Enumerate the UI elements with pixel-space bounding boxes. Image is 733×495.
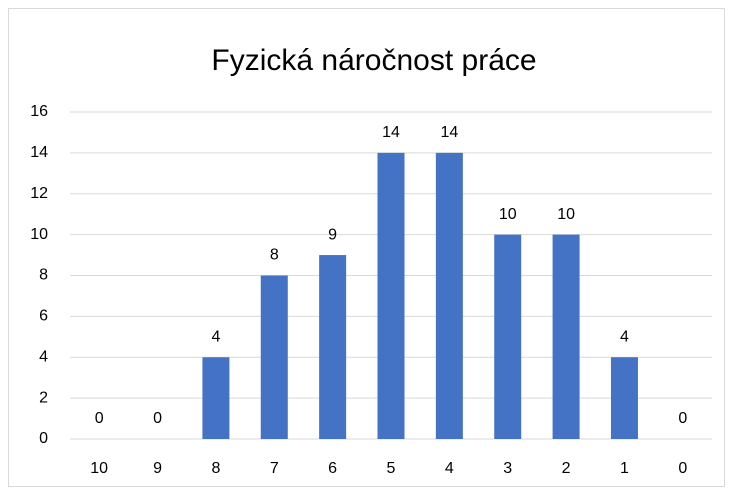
x-tick-label: 8 <box>211 460 220 477</box>
y-tick-label: 12 <box>30 185 48 202</box>
y-tick-label: 16 <box>30 103 48 120</box>
x-tick-label: 0 <box>678 460 687 477</box>
data-label: 0 <box>95 410 104 427</box>
bar <box>319 255 347 439</box>
x-tick-label: 10 <box>90 460 108 477</box>
bar <box>202 357 230 439</box>
x-tick-label: 6 <box>328 460 337 477</box>
x-tick-label: 7 <box>270 460 279 477</box>
bar <box>552 234 580 439</box>
y-tick-label: 6 <box>39 308 48 325</box>
bar <box>610 357 638 439</box>
data-label: 9 <box>328 226 337 243</box>
x-tick-label: 4 <box>445 460 454 477</box>
data-label: 8 <box>270 247 279 264</box>
x-tick-label: 2 <box>562 460 571 477</box>
chart-border <box>8 8 725 487</box>
x-tick-label: 5 <box>387 460 396 477</box>
y-tick-label: 4 <box>39 348 48 365</box>
y-tick-label: 0 <box>39 430 48 447</box>
bar <box>435 152 463 439</box>
x-tick-label: 3 <box>503 460 512 477</box>
data-label: 10 <box>499 206 517 223</box>
data-label: 10 <box>557 206 575 223</box>
data-label: 14 <box>440 124 458 141</box>
chart-title: Fyzická náročnost práce <box>211 44 536 77</box>
x-tick-label: 9 <box>153 460 162 477</box>
y-tick-label: 10 <box>30 226 48 243</box>
data-label: 14 <box>382 124 400 141</box>
y-tick-label: 14 <box>30 144 48 161</box>
data-label: 4 <box>211 328 220 345</box>
bar <box>260 275 288 439</box>
data-label: 4 <box>620 328 629 345</box>
y-tick-label: 2 <box>39 389 48 406</box>
bar <box>494 234 522 439</box>
bar <box>377 152 405 439</box>
data-label: 0 <box>153 410 162 427</box>
x-tick-label: 1 <box>620 460 629 477</box>
y-tick-label: 8 <box>39 267 48 284</box>
data-label: 0 <box>678 410 687 427</box>
